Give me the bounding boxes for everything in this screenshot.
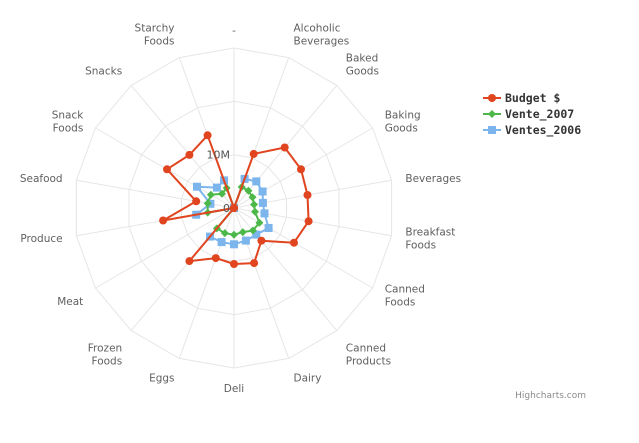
legend-item[interactable]: Vente_2007 [483, 106, 581, 122]
legend-symbol [483, 126, 501, 134]
category-label: Eggs [149, 373, 174, 385]
data-point[interactable] [260, 209, 269, 218]
data-point[interactable] [248, 226, 257, 235]
category-label: - [232, 25, 236, 37]
data-point[interactable] [290, 238, 298, 247]
category-label: Seafood [20, 173, 63, 185]
radial-ticks: 0 10M [207, 149, 231, 215]
legend-symbol [483, 110, 501, 118]
data-point[interactable] [193, 182, 201, 191]
category-label: Starchy Foods [135, 23, 175, 48]
grid-spoke [95, 207, 235, 289]
data-point[interactable] [220, 229, 229, 238]
data-point[interactable] [297, 165, 305, 174]
data-point[interactable] [230, 230, 238, 239]
data-point[interactable] [230, 260, 238, 268]
category-label: Snack Foods [52, 110, 85, 135]
category-label: Baked Goods [346, 53, 379, 78]
category-label: Produce [20, 233, 62, 245]
data-point[interactable] [218, 189, 226, 198]
data-point[interactable] [244, 186, 253, 195]
category-label: Breakfast Foods [405, 227, 455, 252]
data-point[interactable] [248, 193, 257, 202]
category-label: Canned Products [346, 342, 391, 367]
data-point[interactable] [192, 197, 201, 206]
category-label: Snacks [85, 66, 122, 78]
legend-label: Vente_2007 [505, 107, 575, 121]
credits-link[interactable]: Highcharts.com [515, 391, 586, 401]
data-point[interactable] [211, 254, 220, 263]
data-point[interactable] [159, 216, 168, 225]
data-point[interactable] [258, 187, 267, 196]
radial-tick-label: 10M [207, 149, 231, 162]
category-label: Meat [57, 296, 83, 308]
data-point[interactable] [255, 218, 264, 227]
category-label: Deli [224, 383, 244, 395]
legend-symbol [483, 94, 501, 102]
data-point[interactable] [241, 236, 250, 245]
data-point[interactable] [185, 150, 194, 159]
data-point[interactable] [280, 143, 289, 152]
data-point[interactable] [203, 199, 212, 208]
data-point[interactable] [257, 236, 266, 245]
data-point[interactable] [252, 177, 261, 186]
data-point[interactable] [304, 217, 313, 226]
category-label: Baking Goods [385, 110, 421, 135]
data-point[interactable] [258, 198, 267, 207]
category-label: Alcoholic Beverages [294, 23, 350, 48]
data-point[interactable] [212, 183, 221, 192]
data-point[interactable] [230, 240, 238, 249]
data-point[interactable] [264, 224, 273, 232]
series-layer [159, 131, 313, 268]
category-labels: - Alcoholic Beverages Baked Goods Baking Goods… [20, 23, 461, 396]
category-label: Canned Foods [385, 284, 425, 309]
data-point[interactable] [249, 149, 258, 158]
category-label: Dairy [294, 373, 322, 385]
data-point[interactable] [303, 191, 312, 199]
legend-item[interactable]: Budget $ [483, 90, 581, 106]
data-point[interactable] [252, 230, 261, 239]
data-point[interactable] [185, 257, 194, 266]
legend-item[interactable]: Ventes_2006 [483, 122, 581, 138]
data-point[interactable] [163, 165, 171, 174]
data-point[interactable] [230, 204, 238, 212]
data-point[interactable] [203, 131, 212, 140]
radial-tick-label: 0 [223, 202, 230, 215]
data-point[interactable] [250, 259, 259, 268]
category-label: Frozen Foods [88, 342, 122, 367]
data-point[interactable] [217, 238, 226, 247]
data-point[interactable] [250, 200, 258, 209]
legend-label: Ventes_2006 [505, 123, 582, 137]
data-point[interactable] [206, 190, 215, 199]
data-point[interactable] [238, 228, 247, 237]
category-label: Beverages [405, 173, 461, 185]
legend-label: Budget $ [505, 91, 561, 105]
legend: Budget $ Vente_2007 Ventes_2006 [483, 90, 581, 138]
grid-spoke [233, 207, 392, 237]
data-point[interactable] [251, 207, 259, 216]
